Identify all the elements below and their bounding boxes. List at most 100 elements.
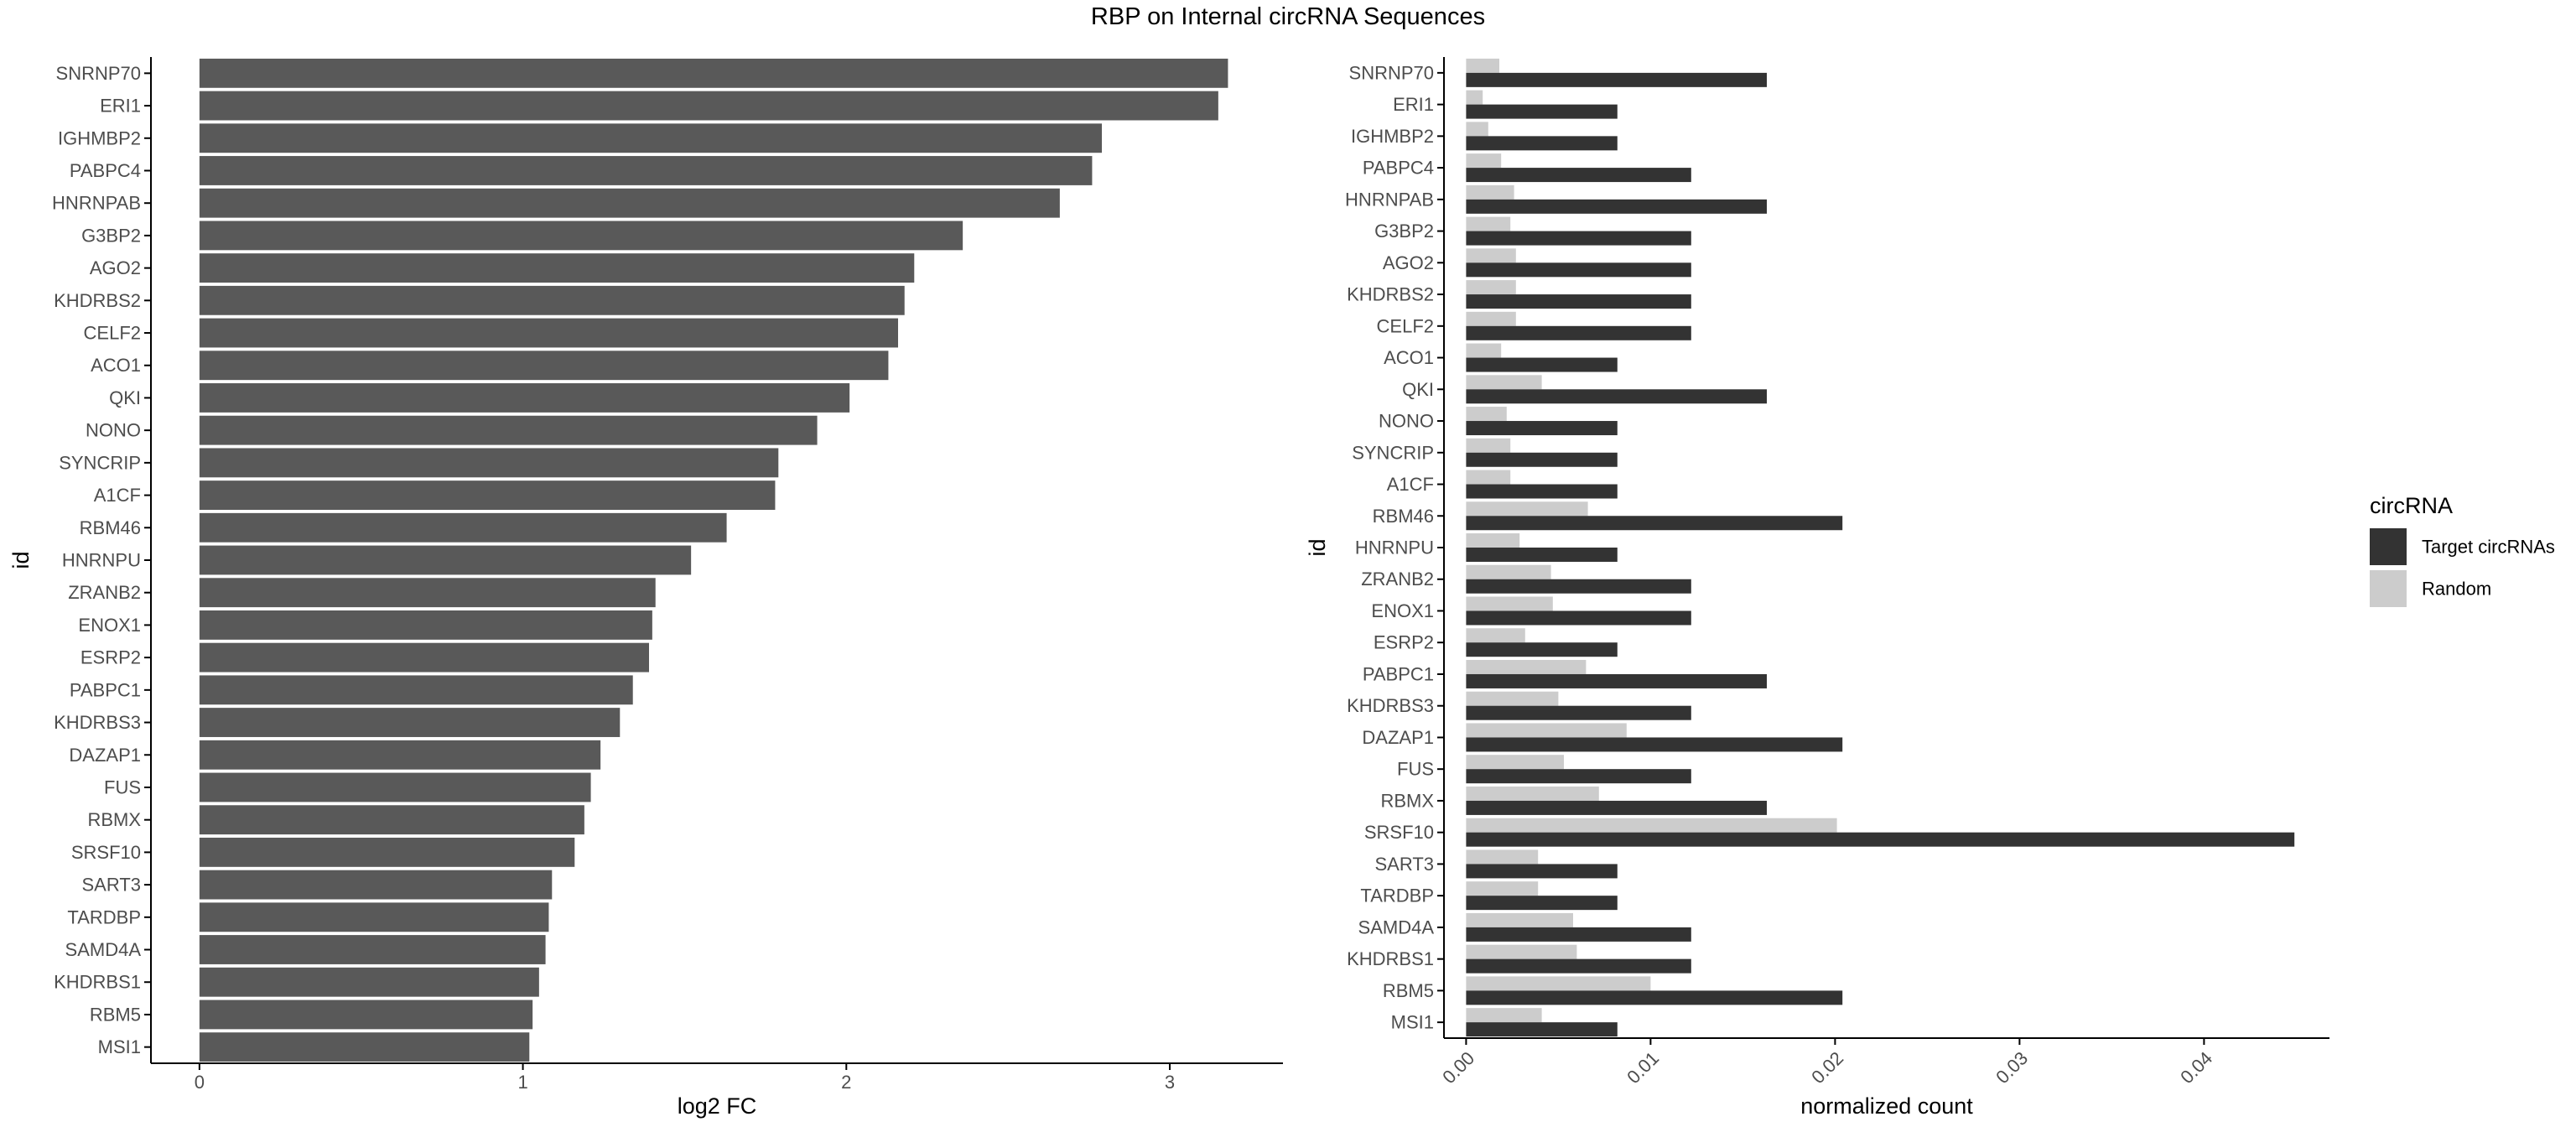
target-bar	[1466, 452, 1618, 467]
fc-bar	[199, 221, 963, 251]
target-bar	[1466, 168, 1691, 183]
y-tick-label: RBM46	[1373, 506, 1434, 527]
y-tick-label: MSI1	[1391, 1012, 1434, 1033]
x-tick-label: 3	[1165, 1072, 1175, 1093]
y-tick-label: PABPC4	[1363, 158, 1434, 179]
y-tick-label: PABPC1	[70, 679, 141, 700]
target-bar	[1466, 262, 1691, 278]
random-bar	[1466, 375, 1542, 390]
target-bar	[1466, 769, 1691, 784]
fc-bar	[199, 480, 776, 510]
y-tick-label: ESRP2	[80, 647, 141, 668]
fc-bar	[199, 902, 549, 932]
random-bar	[1466, 691, 1559, 706]
y-tick-label: ERI1	[100, 96, 141, 117]
random-bar	[1466, 216, 1511, 231]
y-tick-label: SYNCRIP	[59, 452, 141, 473]
fc-bar	[199, 708, 621, 737]
fc-bar	[199, 253, 915, 283]
y-tick-label: TARDBP	[1360, 886, 1434, 906]
target-bar	[1466, 294, 1691, 309]
y-axis-title: id	[1305, 538, 1330, 556]
target-bar	[1466, 737, 1843, 752]
target-bar	[1466, 642, 1618, 657]
x-tick-label: 0.00	[1438, 1047, 1478, 1088]
fc-bar	[199, 91, 1218, 121]
y-tick-label: IGHMBP2	[58, 127, 141, 148]
target-bar	[1466, 72, 1767, 87]
target-bar	[1466, 104, 1618, 119]
fc-bar	[199, 967, 539, 997]
y-tick-label: MSI1	[98, 1036, 141, 1057]
fc-bar	[199, 188, 1060, 218]
fc-bar	[199, 512, 727, 543]
x-tick-label: 2	[841, 1072, 851, 1093]
target-bar	[1466, 231, 1691, 246]
random-bar	[1466, 184, 1514, 200]
y-tick-label: FUS	[1397, 759, 1434, 780]
y-tick-label: AGO2	[90, 257, 141, 278]
legend-label: Random	[2422, 579, 2491, 600]
y-tick-label: RBMX	[87, 809, 141, 830]
y-tick-label: FUS	[104, 776, 141, 797]
y-tick-label: TARDBP	[67, 906, 141, 927]
target-bar	[1466, 199, 1767, 214]
target-bar	[1466, 832, 2295, 847]
y-tick-label: SAMD4A	[65, 939, 142, 960]
fc-bar	[199, 156, 1093, 185]
y-tick-label: KHDRBS1	[54, 972, 141, 993]
target-bar	[1466, 958, 1691, 974]
target-bar	[1466, 990, 1843, 1005]
y-tick-label: SRSF10	[1364, 822, 1434, 843]
x-tick-label: 0.02	[1807, 1047, 1847, 1088]
fc-bar	[199, 285, 905, 315]
x-tick-label: 0.04	[2176, 1047, 2216, 1088]
fc-bar	[199, 740, 601, 770]
fc-bar	[199, 123, 1102, 153]
y-tick-label: QKI	[1402, 379, 1434, 400]
random-bar	[1466, 659, 1587, 674]
random-bar	[1466, 58, 1499, 73]
fc-bar	[199, 58, 1228, 88]
y-tick-label: QKI	[109, 387, 141, 408]
target-bar	[1466, 896, 1618, 911]
y-tick-label: RBM5	[90, 1004, 141, 1025]
random-bar	[1466, 470, 1511, 485]
legend-title: circRNA	[2370, 493, 2453, 518]
random-bar	[1466, 343, 1502, 358]
target-bar	[1466, 548, 1618, 562]
y-tick-label: ACO1	[1384, 347, 1434, 368]
target-bar	[1466, 136, 1618, 151]
random-bar	[1466, 596, 1553, 611]
target-bar	[1466, 800, 1767, 815]
y-tick-label: SYNCRIP	[1352, 442, 1434, 463]
legend-swatch	[2370, 528, 2407, 565]
fc-bar	[199, 610, 652, 640]
target-bar	[1466, 864, 1618, 879]
target-bar	[1466, 673, 1767, 688]
y-tick-label: ZRANB2	[68, 582, 141, 603]
y-tick-label: PABPC4	[70, 160, 141, 181]
random-bar	[1466, 533, 1520, 548]
random-bar	[1466, 122, 1488, 137]
y-tick-label: CELF2	[1377, 315, 1434, 336]
target-bar	[1466, 421, 1618, 436]
fc-bar	[199, 1032, 530, 1062]
random-bar	[1466, 849, 1539, 865]
y-tick-label: KHDRBS3	[1347, 695, 1434, 716]
target-bar	[1466, 610, 1691, 626]
y-tick-label: ACO1	[91, 355, 141, 376]
fc-bar	[199, 415, 818, 445]
y-tick-label: RBMX	[1380, 790, 1434, 811]
random-bar	[1466, 153, 1502, 169]
random-bar	[1466, 311, 1516, 326]
y-tick-label: SRSF10	[71, 842, 141, 863]
random-bar	[1466, 976, 1651, 991]
random-bar	[1466, 881, 1539, 896]
target-bar	[1466, 705, 1691, 720]
random-bar	[1466, 912, 1573, 927]
fc-bar-panel: SNRNP70 ERI1 IGHMBP2 PABPC4 HNRNPAB G3BP2 AGO2…	[8, 57, 1283, 1119]
fc-bar	[199, 318, 898, 348]
y-tick-label: RBM46	[80, 517, 141, 538]
